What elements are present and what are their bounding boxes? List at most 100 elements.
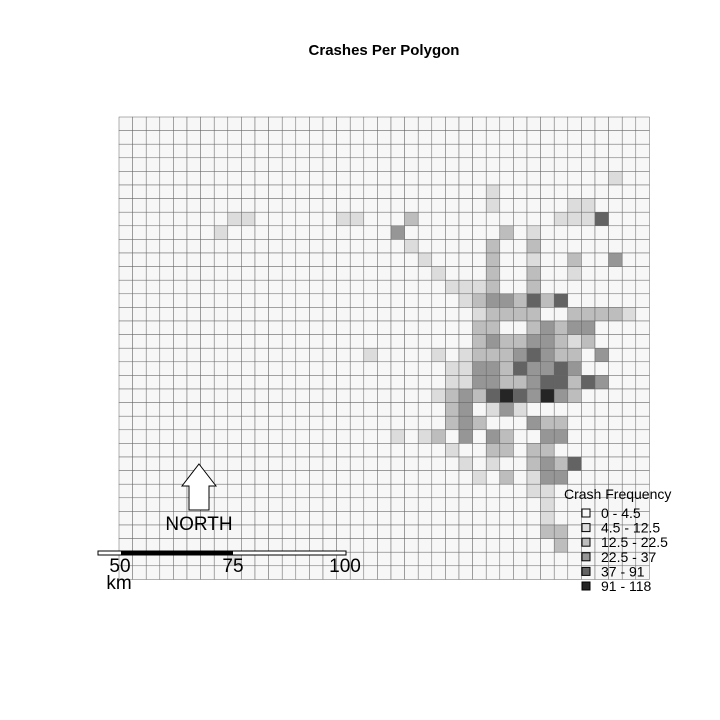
grid-cell [213, 307, 229, 322]
grid-cell [526, 184, 541, 199]
grid-cell [608, 239, 623, 254]
grid-cell [431, 143, 446, 159]
grid-cell [241, 375, 256, 390]
grid-cell [145, 252, 161, 267]
grid-cell [118, 415, 133, 431]
grid-cell [594, 443, 609, 458]
grid-cell [390, 524, 405, 539]
grid-cell [349, 375, 365, 390]
grid-cell [445, 375, 460, 390]
grid-cell [458, 524, 473, 539]
grid-cell [322, 198, 337, 213]
grid-cell [281, 470, 297, 485]
grid-cell [567, 211, 582, 227]
grid-cell [213, 252, 229, 267]
grid-cell [553, 511, 569, 526]
grid-cell [417, 157, 433, 172]
grid-cell [173, 293, 188, 308]
grid-cell [499, 171, 514, 186]
grid-cell [186, 538, 201, 553]
grid-cell [268, 239, 283, 254]
grid-cell [349, 157, 365, 172]
grid-cell [295, 266, 310, 281]
grid-cell [268, 538, 283, 553]
grid-cell [635, 293, 650, 308]
grid-cell [485, 130, 501, 145]
grid-cell [581, 266, 596, 281]
grid-cell [553, 470, 569, 485]
grid-cell [118, 511, 133, 526]
grid-cell [431, 266, 446, 281]
grid-cell [499, 483, 514, 499]
grid-cell [145, 483, 161, 499]
grid-cell [499, 497, 514, 512]
grid-cell [431, 402, 446, 417]
grid-cell [322, 375, 337, 390]
grid-cell [390, 334, 405, 349]
grid-cell [173, 456, 188, 471]
grid-cell [200, 130, 215, 145]
grid-cell [417, 361, 433, 376]
grid-cell [485, 511, 501, 526]
grid-cell [540, 361, 555, 376]
grid-cell [336, 483, 351, 499]
grid-cell [227, 225, 242, 240]
legend-item-label: 37 - 91 [601, 563, 645, 579]
grid-cell [349, 184, 365, 199]
grid-cell [281, 429, 297, 444]
grid-cell [417, 198, 433, 213]
grid-cell [363, 402, 378, 417]
grid-cell [526, 551, 541, 567]
scale-tick-label: 100 [329, 556, 361, 577]
grid-cell [594, 293, 609, 308]
grid-cell [349, 538, 365, 553]
grid-cell [472, 524, 487, 539]
legend-swatch [581, 537, 591, 547]
grid-cell [213, 334, 229, 349]
grid-cell [159, 171, 174, 186]
grid-cell [553, 130, 569, 145]
grid-cell [159, 157, 174, 172]
grid-cell [349, 497, 365, 512]
grid-cell [635, 470, 650, 485]
grid-cell [254, 320, 269, 335]
grid-cell [118, 456, 133, 471]
grid-cell [132, 266, 147, 281]
grid-cell [159, 388, 174, 403]
grid-cell [513, 320, 528, 335]
grid-cell [118, 171, 133, 186]
grid-cell [132, 171, 147, 186]
grid-cell [485, 157, 501, 172]
grid-cell [322, 347, 337, 363]
grid-cell [594, 415, 609, 431]
grid-cell [295, 293, 310, 308]
grid-cell [621, 116, 637, 131]
grid-cell [159, 130, 174, 145]
grid-cell [553, 429, 569, 444]
grid-cell [213, 279, 229, 295]
grid-cell [186, 157, 201, 172]
grid-cell [213, 293, 229, 308]
grid-cell [227, 334, 242, 349]
grid-cell [458, 171, 473, 186]
legend-item-label: 12.5 - 22.5 [601, 534, 668, 550]
grid-cell [404, 415, 419, 431]
grid-cell [513, 266, 528, 281]
grid-cell [499, 198, 514, 213]
grid-cell [608, 198, 623, 213]
grid-cell [499, 334, 514, 349]
grid-cell [445, 402, 460, 417]
grid-cell [445, 293, 460, 308]
grid-cell [349, 130, 365, 145]
grid-cell [431, 511, 446, 526]
grid-cell [594, 225, 609, 240]
grid-cell [268, 524, 283, 539]
grid-cell [390, 198, 405, 213]
grid-cell [567, 143, 582, 159]
grid-cell [186, 334, 201, 349]
grid-cell [417, 497, 433, 512]
grid-cell [268, 157, 283, 172]
grid-cell [594, 211, 609, 227]
grid-cell [458, 538, 473, 553]
grid-cell [200, 279, 215, 295]
